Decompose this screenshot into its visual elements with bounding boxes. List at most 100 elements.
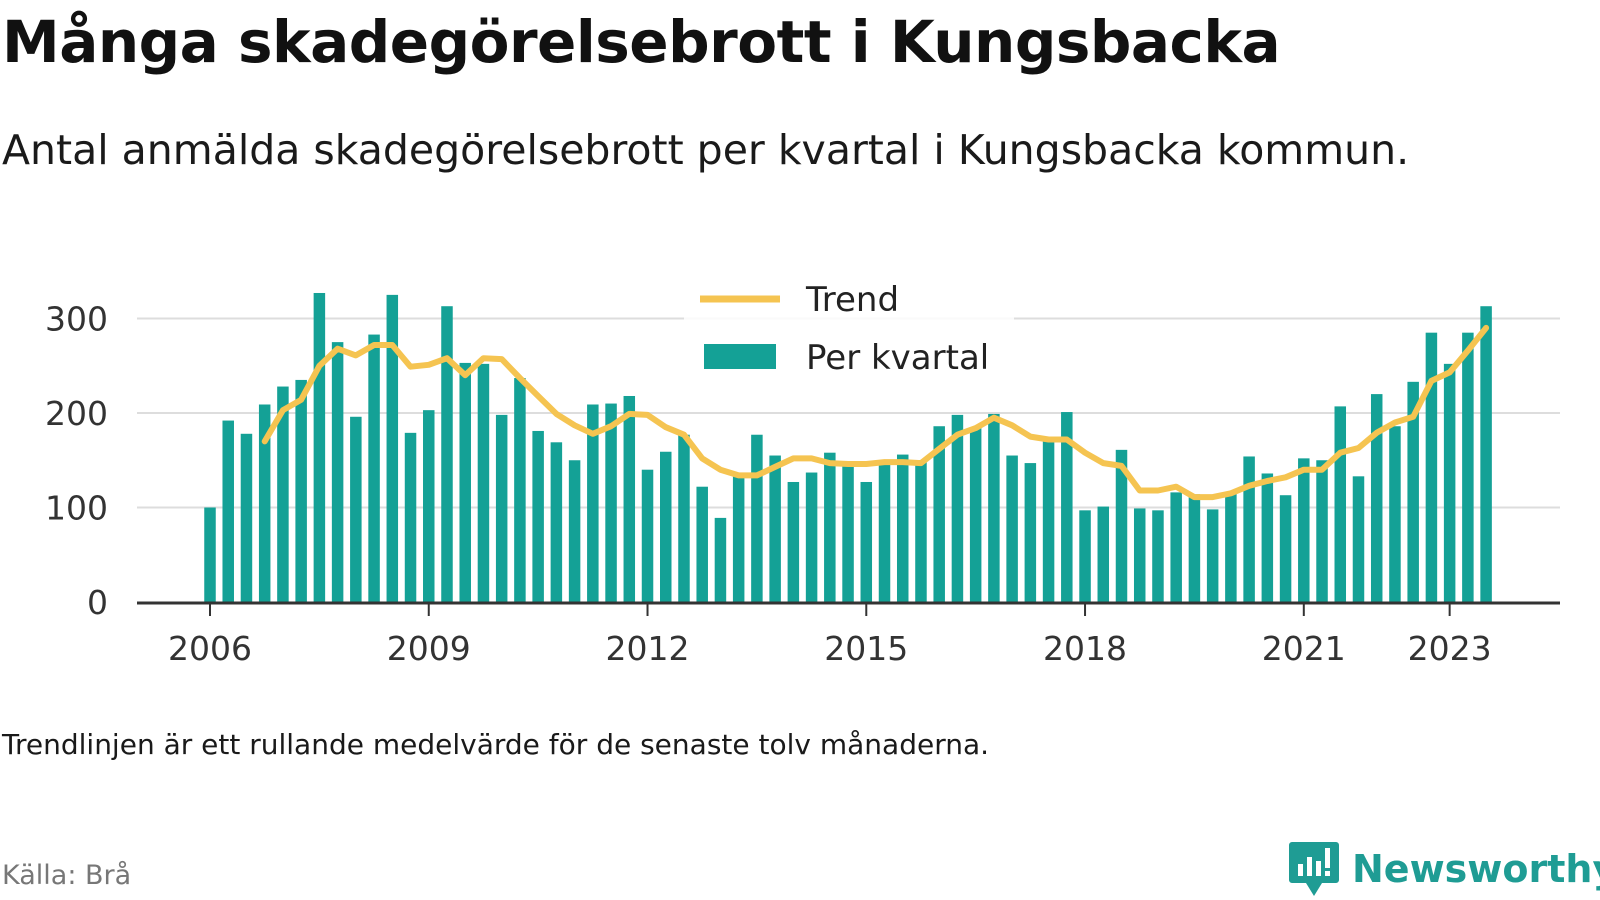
bar	[1225, 493, 1237, 602]
bar	[441, 306, 453, 602]
bar	[423, 410, 435, 602]
bar	[1188, 494, 1201, 602]
bar	[368, 334, 380, 602]
bar	[1462, 332, 1474, 602]
legend-bar-label: Per kvartal	[806, 338, 989, 378]
bar	[641, 469, 654, 602]
bar	[1006, 455, 1018, 602]
bar	[240, 433, 253, 602]
bar	[1352, 476, 1365, 602]
bar	[495, 414, 508, 602]
bar	[568, 460, 581, 602]
bar	[386, 294, 399, 602]
bar	[550, 442, 563, 602]
bar	[696, 486, 708, 602]
y-tick-label: 300	[45, 300, 108, 339]
x-tick-label: 2018	[1043, 629, 1127, 668]
bar	[714, 517, 727, 602]
trend-series	[261, 324, 1490, 501]
bar	[204, 507, 216, 602]
x-tick-label: 2015	[824, 629, 908, 668]
bar	[969, 427, 982, 602]
legend-trend-label: Trend	[805, 280, 899, 320]
bar	[1042, 441, 1055, 602]
bar	[1407, 381, 1419, 602]
bar	[824, 452, 836, 602]
bar	[878, 464, 891, 602]
bar	[860, 481, 873, 602]
bar	[805, 472, 818, 602]
x-tick-label: 2021	[1262, 629, 1346, 668]
bar	[459, 362, 471, 602]
x-axis-ticks: 2006 2009 2012 2015 2018 2021 2023	[168, 604, 1492, 668]
bar	[678, 434, 690, 602]
x-tick-label: 2006	[168, 629, 252, 668]
bar	[1334, 406, 1347, 602]
legend: Trend Per kvartal	[684, 274, 1014, 392]
bar	[951, 414, 964, 602]
bar	[623, 395, 636, 602]
bar	[258, 404, 271, 602]
legend-background	[684, 274, 1014, 392]
bar	[350, 416, 362, 602]
bar	[514, 378, 526, 602]
x-tick-label: 2009	[387, 629, 471, 668]
bar	[769, 455, 781, 602]
bar	[587, 404, 599, 602]
bar	[1115, 449, 1128, 602]
newsworthy-logo-text: Newsworthy	[1352, 847, 1600, 891]
bar	[222, 420, 234, 602]
y-tick-label: 0	[87, 583, 108, 622]
bar	[933, 426, 945, 602]
bar	[1133, 508, 1146, 602]
bar	[605, 403, 617, 602]
bar	[1370, 394, 1383, 602]
bar	[331, 342, 344, 602]
x-tick-label: 2023	[1408, 629, 1492, 668]
legend-bar-swatch	[704, 344, 776, 369]
bar	[915, 460, 927, 602]
x-tick-label: 2012	[606, 629, 690, 668]
bar	[988, 413, 1000, 602]
bar	[1079, 510, 1091, 602]
bar	[295, 379, 307, 602]
chart-subtitle: Antal anmälda skadegörelsebrott per kvar…	[2, 126, 1410, 174]
y-tick-label: 100	[45, 489, 108, 528]
bar	[1261, 473, 1274, 602]
bar	[277, 386, 289, 602]
bar	[532, 430, 544, 602]
bar	[751, 434, 763, 602]
bar	[732, 475, 745, 602]
bar	[787, 481, 800, 602]
bar	[1243, 456, 1255, 602]
newsworthy-logo-icon	[1289, 842, 1339, 896]
bar-series	[204, 292, 1492, 602]
bar	[1206, 509, 1219, 602]
bar	[1425, 332, 1438, 602]
y-tick-label: 200	[45, 394, 108, 433]
source-label: Källa: Brå	[2, 860, 132, 891]
bar	[1170, 492, 1182, 602]
bar	[404, 432, 417, 602]
bar	[1061, 412, 1073, 602]
trend-line	[261, 324, 1490, 501]
bar	[1298, 458, 1310, 602]
bar	[1316, 460, 1328, 602]
bar	[896, 454, 909, 602]
chart-title: Många skadegörelsebrott i Kungsbacka	[2, 8, 1281, 76]
newsworthy-logo: Newsworthy	[1288, 840, 1600, 898]
bar	[1279, 495, 1292, 602]
bar	[313, 292, 326, 602]
bar	[842, 461, 854, 602]
bar	[1443, 363, 1456, 602]
bar	[1152, 510, 1164, 602]
bar	[660, 451, 672, 602]
bar	[477, 363, 490, 602]
bar	[1480, 306, 1492, 602]
bar	[1024, 463, 1037, 602]
bar	[1389, 426, 1401, 602]
bar	[1097, 506, 1110, 602]
footnote: Trendlinjen är ett rullande medelvärde f…	[2, 728, 990, 761]
y-axis-ticks: 0 100 200 300	[45, 300, 108, 623]
